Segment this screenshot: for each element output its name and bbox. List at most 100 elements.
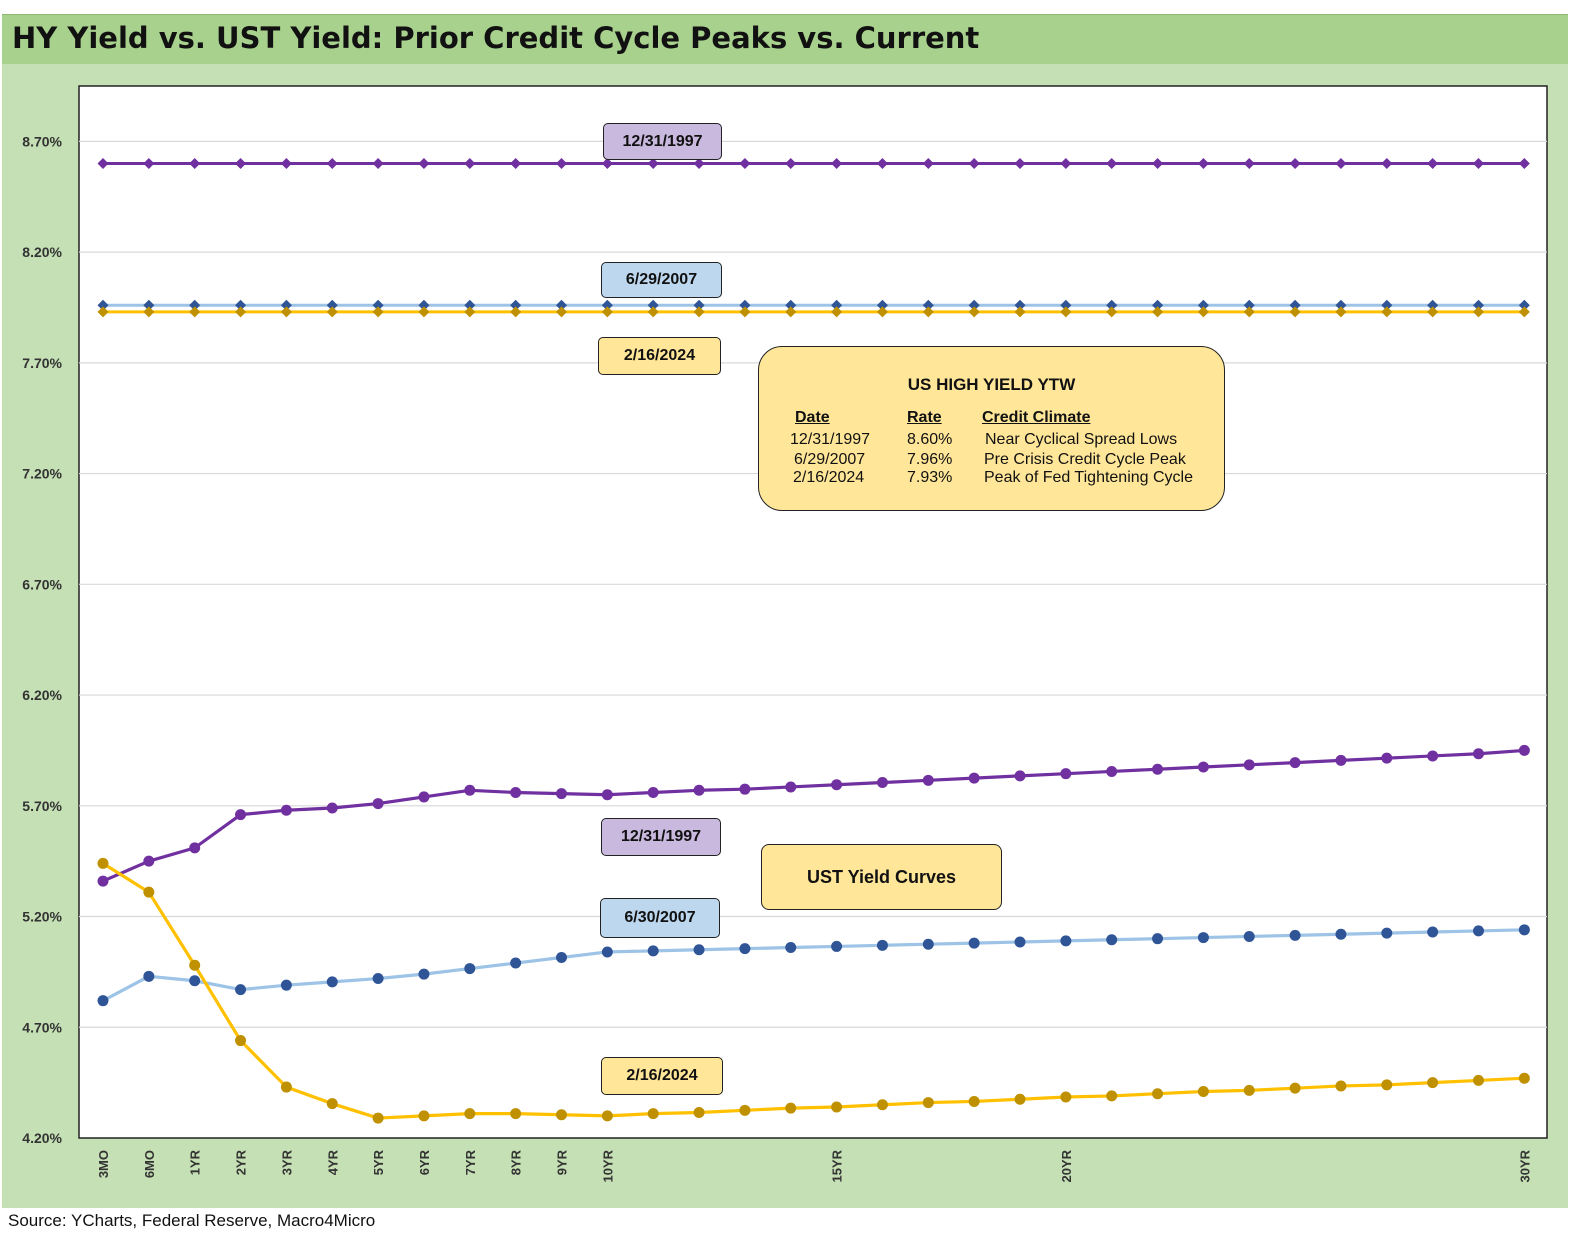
title-bar: HY Yield vs. UST Yield: Prior Credit Cyc…	[2, 14, 1568, 66]
y-tick-label: 4.70%	[22, 1019, 62, 1035]
data-point	[647, 306, 659, 318]
data-point	[1152, 763, 1164, 775]
data-point	[922, 1097, 934, 1109]
data-point	[1381, 306, 1393, 318]
data-point	[1152, 299, 1164, 311]
data-point	[647, 945, 659, 957]
data-point	[1427, 306, 1439, 318]
data-point	[785, 781, 797, 793]
data-point	[1197, 1085, 1209, 1097]
data-point	[968, 158, 980, 170]
data-point	[189, 306, 201, 318]
data-point	[1289, 757, 1301, 769]
data-point	[693, 1107, 705, 1119]
x-tick-label: 8YR	[509, 1149, 524, 1175]
data-point	[510, 306, 522, 318]
data-point	[235, 984, 247, 996]
data-point	[97, 158, 109, 170]
y-tick-label: 8.70%	[22, 133, 62, 149]
data-point	[876, 158, 888, 170]
data-point	[922, 299, 934, 311]
y-tick-label: 6.20%	[22, 687, 62, 703]
data-point	[556, 951, 567, 963]
x-tick-label: 10YR	[600, 1149, 615, 1182]
data-point	[143, 855, 155, 867]
data-point	[647, 158, 659, 170]
ytw-title: US HIGH YIELD YTW	[907, 375, 1076, 394]
data-point	[922, 938, 934, 950]
data-point	[968, 772, 980, 784]
data-point	[739, 1104, 751, 1116]
ytw-row-rate: 7.93%	[907, 469, 953, 486]
data-point	[1289, 306, 1301, 318]
data-point	[326, 976, 338, 988]
data-point	[1518, 299, 1530, 311]
data-point	[464, 306, 476, 318]
data-point	[1289, 1082, 1301, 1094]
data-point	[1197, 306, 1209, 318]
data-point	[464, 784, 476, 796]
data-point	[326, 1098, 338, 1110]
data-point	[556, 158, 567, 170]
ytw-row-rate: 8.60%	[907, 431, 953, 448]
data-point	[1243, 158, 1255, 170]
data-point	[693, 944, 705, 956]
data-point	[418, 968, 430, 980]
y-axis-ticks: 4.20% 4.70% 5.20% 5.70% 6.20% 6.70% 7.20% 7.70%…	[22, 133, 62, 1146]
x-tick-label: 6YR	[417, 1149, 432, 1175]
data-point	[1381, 158, 1393, 170]
series-line	[102, 748, 1525, 883]
data-point	[1152, 306, 1164, 318]
data-point	[1289, 929, 1301, 941]
data-point	[1427, 750, 1439, 762]
data-point	[1518, 306, 1530, 318]
data-point	[510, 787, 522, 799]
data-point	[693, 299, 705, 311]
data-point	[1106, 158, 1118, 170]
data-point	[372, 306, 384, 318]
x-tick-label: 30YR	[1517, 1149, 1532, 1182]
data-point	[785, 306, 797, 318]
data-point	[280, 306, 292, 318]
data-point	[601, 1110, 613, 1122]
data-point	[831, 940, 843, 952]
x-tick-label: 3MO	[96, 1150, 111, 1178]
data-point	[876, 777, 888, 789]
data-point	[372, 973, 384, 985]
data-point	[1106, 1090, 1118, 1102]
x-tick-label: 7YR	[463, 1149, 478, 1175]
label-hy-2024: 2/16/2024	[598, 337, 721, 375]
x-tick-label: 9YR	[555, 1149, 570, 1175]
data-point	[97, 875, 109, 887]
data-point	[1060, 768, 1072, 780]
data-point	[1335, 1080, 1347, 1092]
data-point	[922, 306, 934, 318]
data-point	[235, 158, 247, 170]
data-point	[326, 802, 338, 814]
data-point	[464, 299, 476, 311]
data-point	[510, 957, 522, 969]
label-hy-2007: 6/29/2007	[601, 262, 722, 298]
data-point	[1106, 765, 1118, 777]
data-point	[97, 299, 109, 311]
y-tick-label: 5.70%	[22, 798, 62, 814]
data-point	[876, 306, 888, 318]
ytw-header-date: Date	[795, 409, 830, 426]
series-line	[102, 928, 1525, 1003]
data-point	[1427, 299, 1439, 311]
chart-area: 4.20% 4.70% 5.20% 5.70% 6.20% 6.70% 7.20% 7.70%…	[2, 64, 1568, 1208]
x-tick-label: 15YR	[830, 1149, 845, 1182]
data-point	[831, 779, 843, 791]
data-point	[739, 306, 751, 318]
series-line	[102, 862, 1525, 1120]
ytw-row-rate: 7.96%	[907, 451, 953, 468]
ytw-header-rate: Rate	[907, 409, 942, 426]
data-point	[1152, 933, 1164, 945]
data-point	[693, 306, 705, 318]
data-point	[1014, 770, 1026, 782]
data-point	[1106, 299, 1118, 311]
data-point	[418, 299, 430, 311]
data-point	[1518, 1072, 1530, 1084]
data-point	[739, 943, 751, 955]
ytw-row-climate: Peak of Fed Tightening Cycle	[984, 469, 1194, 486]
